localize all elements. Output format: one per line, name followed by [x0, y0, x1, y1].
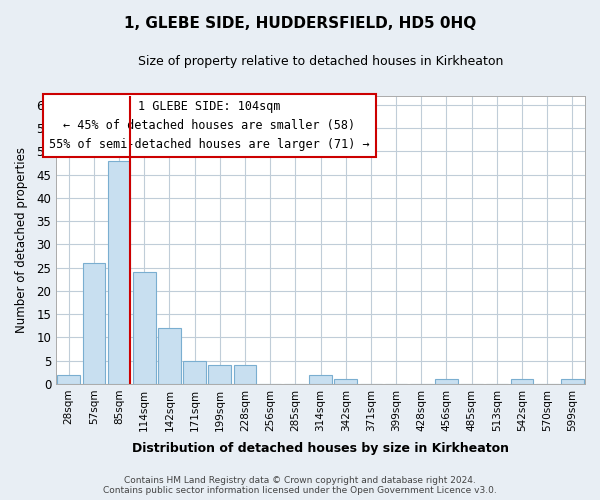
Bar — [561, 380, 584, 384]
Y-axis label: Number of detached properties: Number of detached properties — [15, 146, 28, 332]
Text: Contains HM Land Registry data © Crown copyright and database right 2024.
Contai: Contains HM Land Registry data © Crown c… — [103, 476, 497, 495]
Bar — [158, 328, 181, 384]
Bar — [233, 366, 256, 384]
Bar — [309, 374, 332, 384]
X-axis label: Distribution of detached houses by size in Kirkheaton: Distribution of detached houses by size … — [132, 442, 509, 455]
Bar — [83, 263, 105, 384]
Bar — [108, 160, 130, 384]
Title: Size of property relative to detached houses in Kirkheaton: Size of property relative to detached ho… — [138, 55, 503, 68]
Text: 1, GLEBE SIDE, HUDDERSFIELD, HD5 0HQ: 1, GLEBE SIDE, HUDDERSFIELD, HD5 0HQ — [124, 16, 476, 32]
Bar — [58, 374, 80, 384]
Bar — [334, 380, 357, 384]
Bar — [208, 366, 231, 384]
Bar — [511, 380, 533, 384]
Bar — [183, 360, 206, 384]
Bar — [133, 272, 155, 384]
Bar — [435, 380, 458, 384]
Text: 1 GLEBE SIDE: 104sqm
← 45% of detached houses are smaller (58)
55% of semi-detac: 1 GLEBE SIDE: 104sqm ← 45% of detached h… — [49, 100, 370, 151]
